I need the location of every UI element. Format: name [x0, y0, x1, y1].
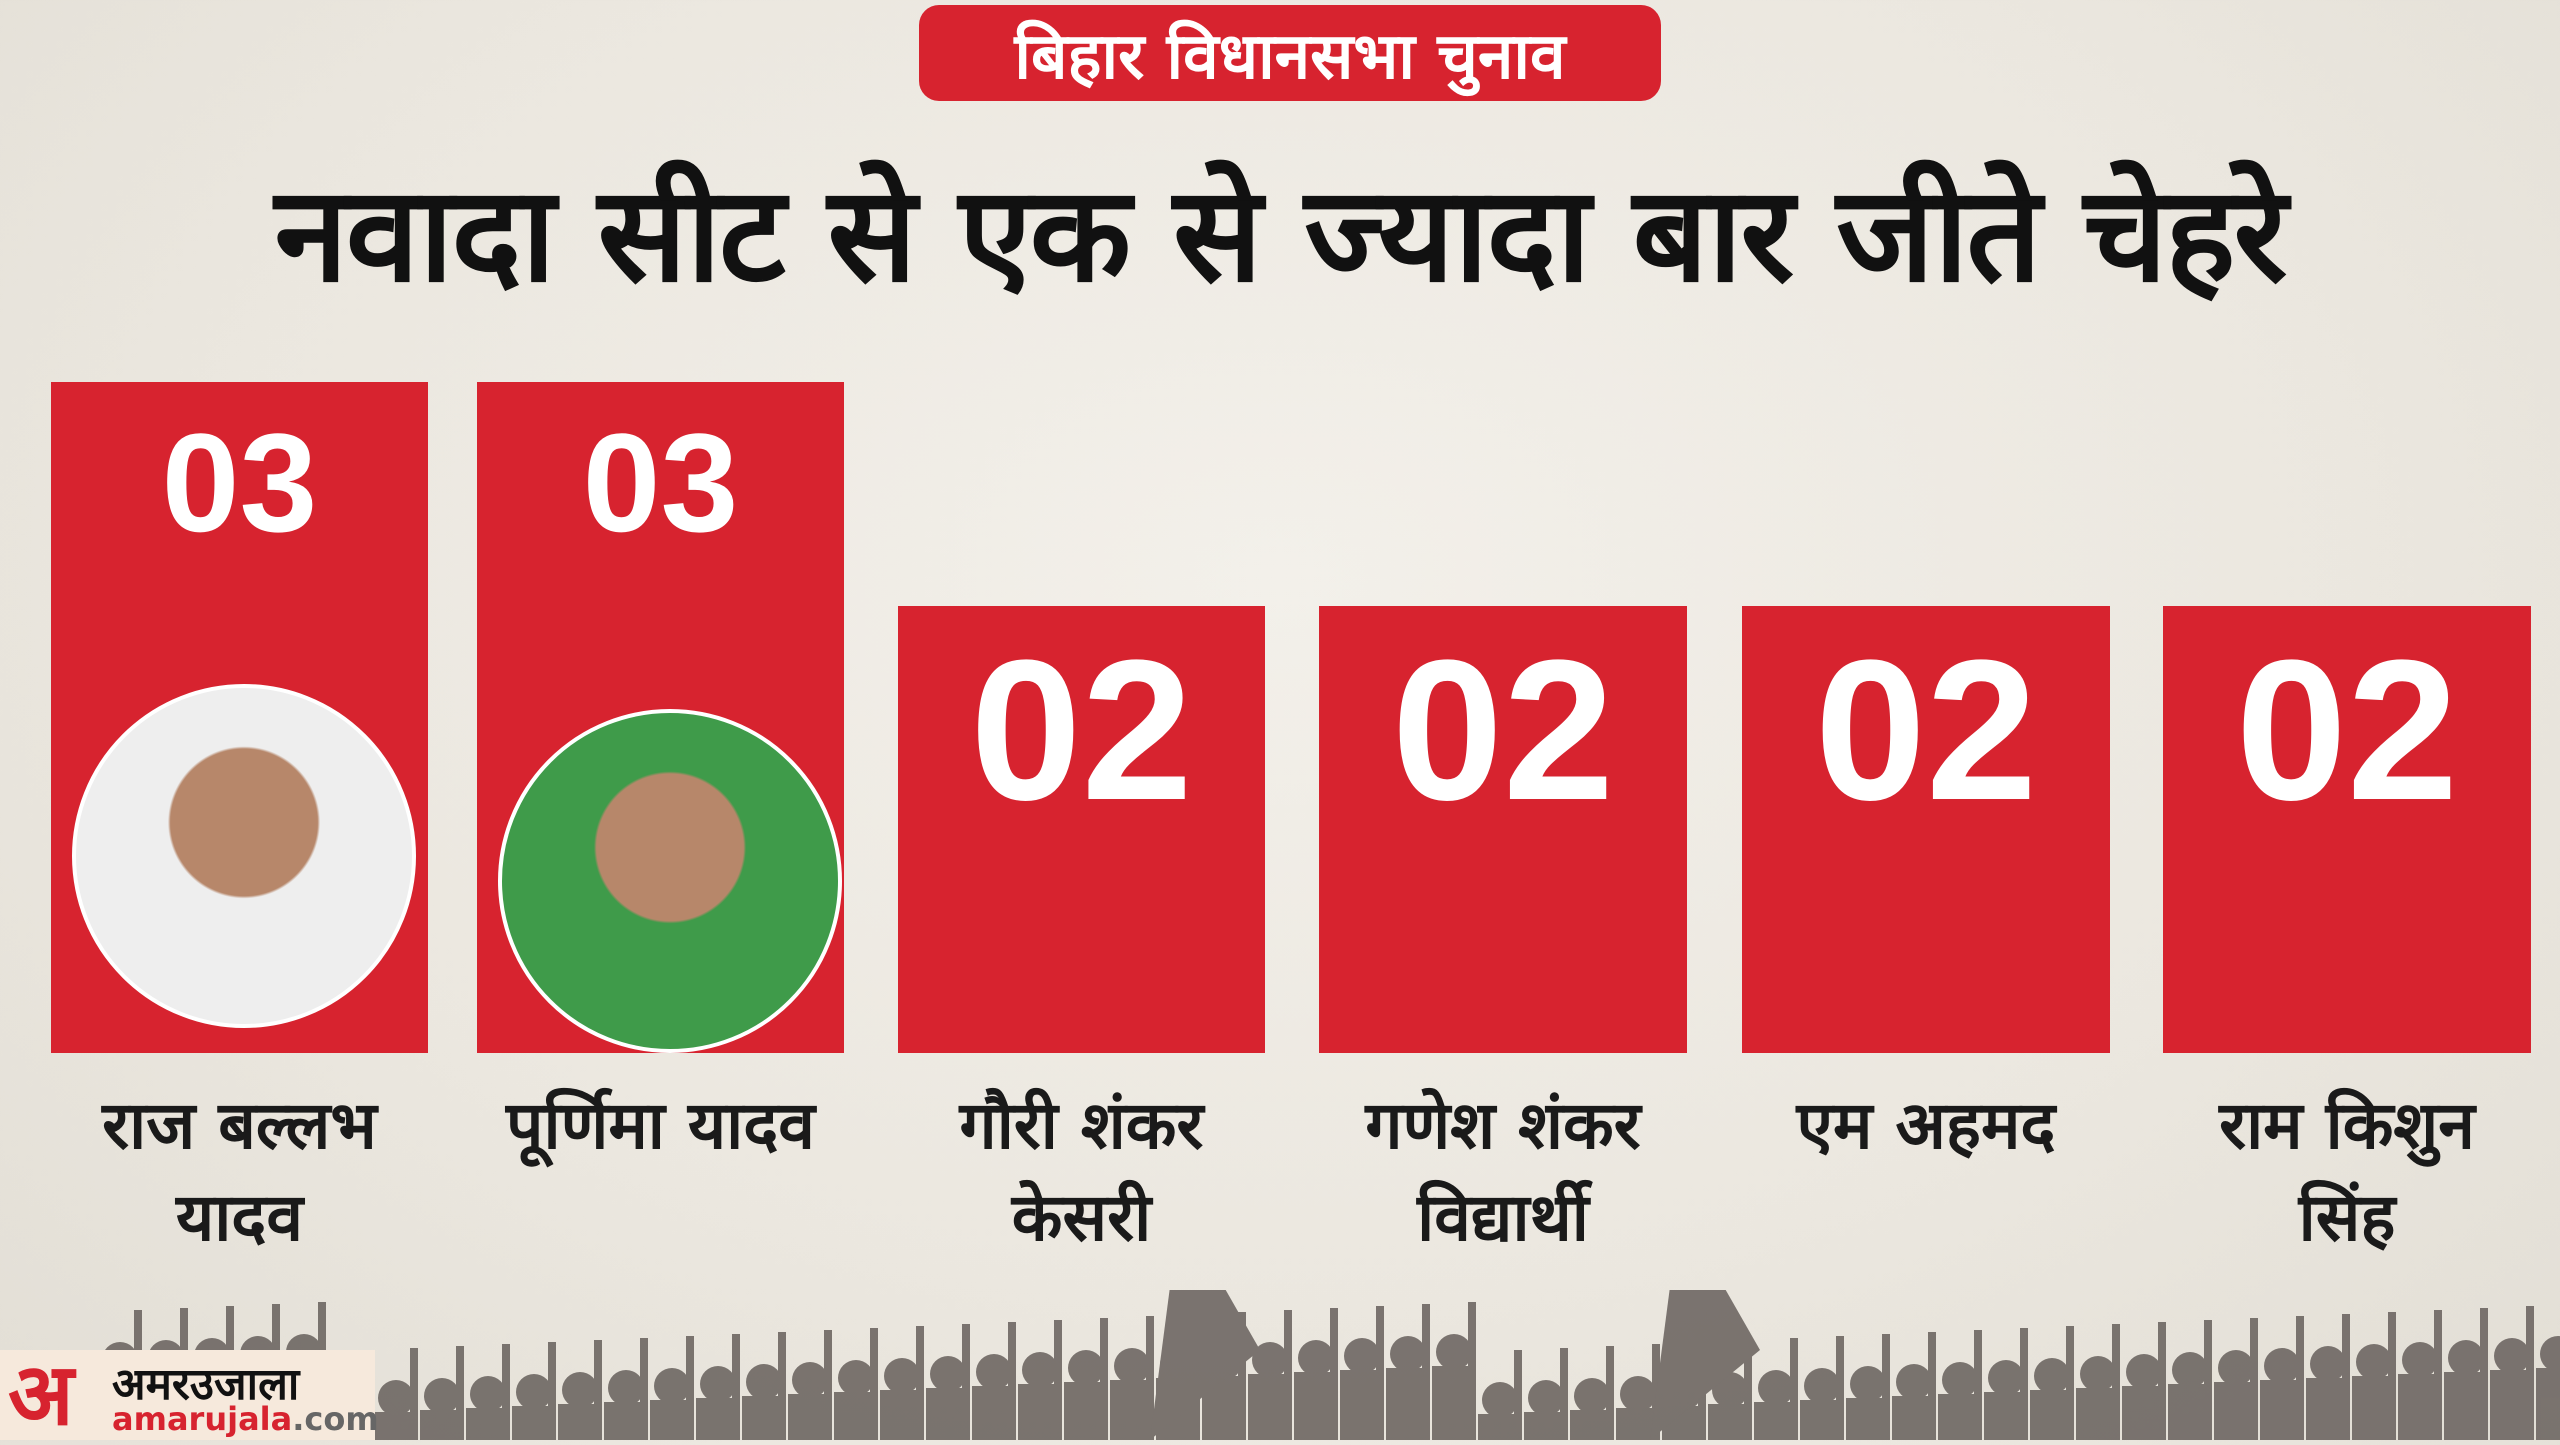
bar-value-label: 02	[1814, 618, 2038, 842]
logo-mark: अ	[8, 1345, 74, 1445]
bar: 02	[2163, 605, 2531, 1053]
bar-value-label: 02	[2235, 618, 2459, 842]
candidate-name: सिंह	[2298, 1179, 2396, 1256]
candidate-photo	[71, 683, 416, 1028]
crowd-silhouette	[98, 1290, 2560, 1440]
candidate-name: केसरी	[1011, 1179, 1152, 1256]
candidate-name: विद्यार्थी	[1417, 1179, 1589, 1256]
bar-value-label: 03	[582, 403, 739, 561]
logo-domain: amarujala.com	[112, 1400, 379, 1438]
candidate-name: यादव	[175, 1179, 304, 1256]
bar: 02	[1742, 605, 2110, 1053]
page-title: नवादा सीट से एक से ज्यादा बार जीते चेहरे	[274, 158, 2288, 312]
logo-domain-main: amarujala	[112, 1400, 293, 1438]
bar: 02	[898, 605, 1265, 1053]
candidate-name: राम किशुन	[2219, 1087, 2475, 1164]
bar: 02	[1319, 605, 1687, 1053]
candidate-name: गणेश शंकर	[1365, 1087, 1641, 1164]
candidate-name: पूर्णिमा यादव	[506, 1087, 815, 1164]
section-tag: बिहार विधानसभा चुनाव	[919, 5, 1661, 101]
bar: 03	[477, 381, 844, 1053]
logo-hindi: अमरउजाला	[112, 1359, 300, 1410]
candidate-name: एम अहमद	[1796, 1087, 2056, 1164]
candidate-name: राज बल्लभ	[102, 1087, 377, 1164]
amarujala-logo[interactable]: अ अमरउजाला amarujala.com	[0, 1345, 379, 1445]
bar: 03	[51, 381, 428, 1053]
bar-value-label: 02	[970, 618, 1193, 842]
bar-value-label: 02	[1391, 618, 1615, 842]
bar-value-label: 03	[161, 403, 318, 561]
candidate-photo	[497, 708, 842, 1053]
candidate-name: गौरी शंकर	[959, 1087, 1204, 1164]
logo-domain-tld: .com	[292, 1400, 379, 1438]
